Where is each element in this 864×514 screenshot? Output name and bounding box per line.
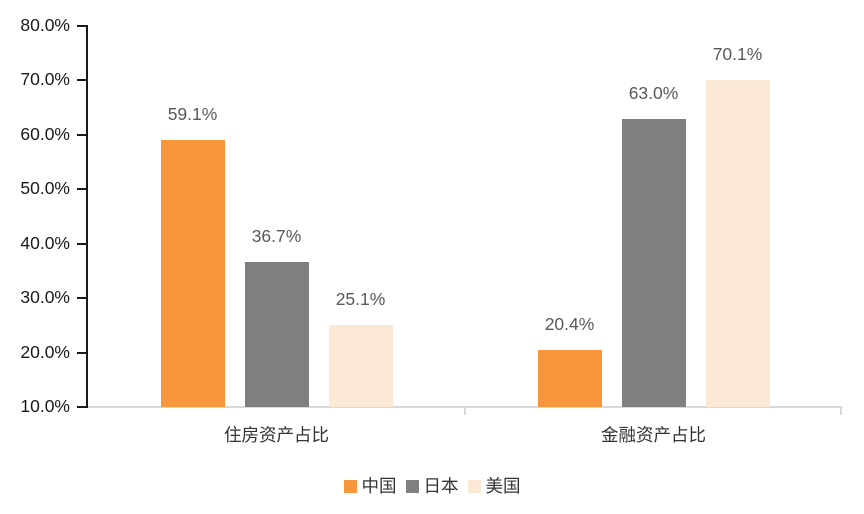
- y-tick-label: 30.0%: [20, 287, 70, 308]
- legend-item-日本: 日本: [405, 476, 459, 496]
- y-axis-tick: [77, 406, 86, 408]
- legend: 中国 日本 美国: [0, 476, 864, 496]
- y-tick-label: 60.0%: [20, 123, 70, 144]
- bar-value-label: 63.0%: [628, 82, 679, 103]
- bar-美国-金融资产占比: [705, 79, 770, 407]
- y-tick-label: 40.0%: [20, 232, 70, 253]
- bar-中国-金融资产占比: [537, 350, 602, 407]
- y-tick-label: 70.0%: [20, 69, 70, 90]
- bar-美国-住房资产占比: [328, 324, 393, 407]
- legend-swatch-icon: [467, 479, 481, 493]
- y-tick-label: 80.0%: [20, 15, 70, 35]
- y-axis-tick: [77, 297, 86, 300]
- y-axis-tick: [77, 188, 86, 191]
- y-axis-tick: [77, 242, 86, 245]
- legend-swatch-icon: [405, 479, 419, 493]
- bar-value-label: 36.7%: [251, 225, 302, 246]
- legend-label: 中国: [361, 476, 397, 496]
- legend-swatch-icon: [343, 479, 357, 493]
- y-tick-label: 20.0%: [20, 341, 70, 362]
- legend-label: 美国: [485, 476, 521, 496]
- y-tick-label: 10.0%: [20, 396, 70, 416]
- y-axis-tick: [77, 79, 86, 82]
- category-label: 住房资产占比: [224, 425, 329, 445]
- x-axis-separator-tick: [464, 407, 466, 415]
- y-axis-tick: [77, 133, 86, 136]
- y-axis-tick: [77, 25, 86, 27]
- legend-item-美国: 美国: [467, 476, 521, 496]
- y-axis-line: [86, 25, 88, 408]
- bar-value-label: 25.1%: [335, 288, 386, 309]
- bar-value-label: 70.1%: [712, 43, 763, 64]
- bar-日本-金融资产占比: [621, 118, 686, 407]
- category-label: 金融资产占比: [601, 425, 706, 445]
- legend-item-中国: 中国: [343, 476, 397, 496]
- x-axis-end-tick: [840, 407, 842, 415]
- y-axis-tick: [77, 351, 86, 354]
- bar-中国-住房资产占比: [160, 139, 225, 407]
- legend-label: 日本: [423, 476, 459, 496]
- bar-日本-住房资产占比: [244, 261, 309, 407]
- bar-value-label: 59.1%: [167, 103, 218, 124]
- bar-value-label: 20.4%: [544, 314, 595, 335]
- y-tick-label: 50.0%: [20, 178, 70, 199]
